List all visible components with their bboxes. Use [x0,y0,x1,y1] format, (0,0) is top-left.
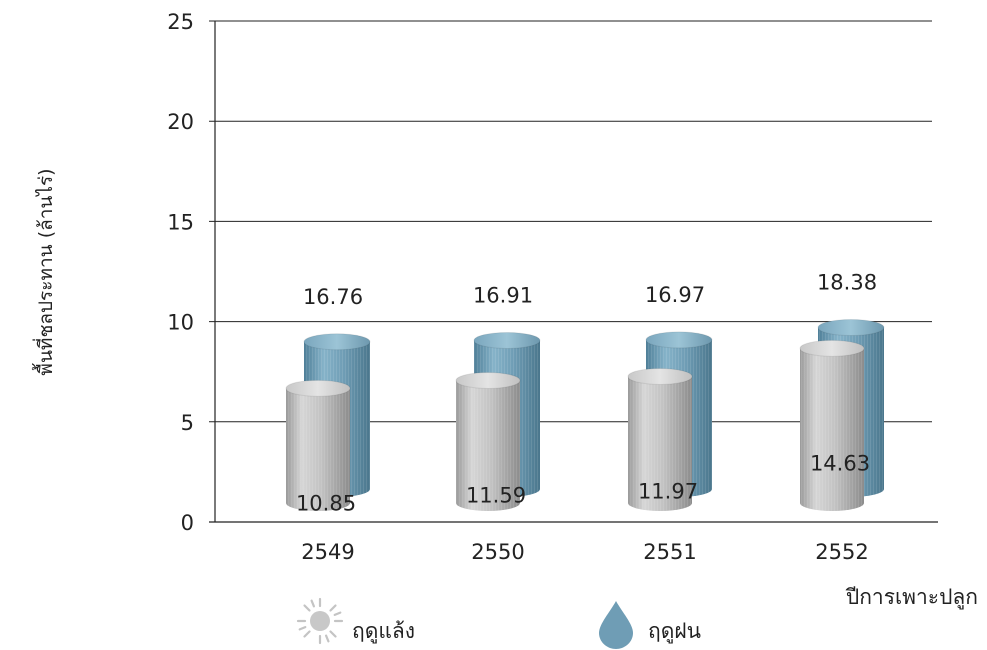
y-axis-title: พื้นที่ชลประทาน (ล้านไร่) [32,168,57,375]
legend: ฤดูแล้ง ฤดูฝน [296,597,701,649]
bar-dry-2550-texture [456,380,520,511]
data-label-rainy: 16.91 [473,283,533,307]
bars [285,319,885,511]
y-tick-label: 15 [167,210,194,234]
y-tick-label: 5 [181,411,194,435]
data-label-dry: 11.59 [466,483,526,507]
bar-rainy-2550-top [473,331,541,349]
bar-dry-2549-top [285,379,351,397]
y-tick-label: 25 [167,10,194,34]
bar-dry-2552 [799,339,865,511]
bar-dry-2552-top [799,339,865,357]
legend-label-dry-season: ฤดูแล้ง [352,619,415,644]
bar-rainy-2551-top [645,331,713,349]
x-tick-label: 2550 [471,540,524,564]
y-tick-label: 0 [181,511,194,535]
axes: 0 5 10 15 20 25 [167,10,938,535]
data-label-dry: 10.85 [296,491,356,515]
bar-dry-2549 [285,379,351,511]
bar-dry-2550 [455,371,521,511]
bar-dry-2551 [627,367,693,511]
sun-icon [296,597,344,645]
x-axis-title: ปีการเพาะปลูก [845,585,978,610]
x-tick-label: 2552 [815,540,868,564]
bar-dry-2549-texture [286,388,350,511]
y-tick-label: 10 [167,311,194,335]
data-labels: 2549 16.76 10.85 2550 16.91 11.59 2551 16.97 11.… [296,271,877,564]
x-tick-label: 2549 [301,540,354,564]
x-tick-label: 2551 [643,540,696,564]
bar-dry-2550-top [455,371,521,389]
bar-dry-2551-texture [628,376,692,511]
data-label-dry: 14.63 [810,451,870,475]
bar-dry-2551-top [627,367,693,385]
y-tick-label: 20 [167,110,194,134]
legend-label-rainy-season: ฤดูฝน [648,619,701,644]
data-label-dry: 11.97 [638,479,698,503]
bar-rainy-2552-top [817,319,885,337]
data-label-rainy: 18.38 [817,271,877,295]
data-label-rainy: 16.97 [645,283,705,307]
bar-dry-2552-texture [800,348,864,511]
data-label-rainy: 16.76 [303,285,363,309]
water-drop-icon [599,601,633,649]
bar-rainy-2549-top [303,333,371,351]
